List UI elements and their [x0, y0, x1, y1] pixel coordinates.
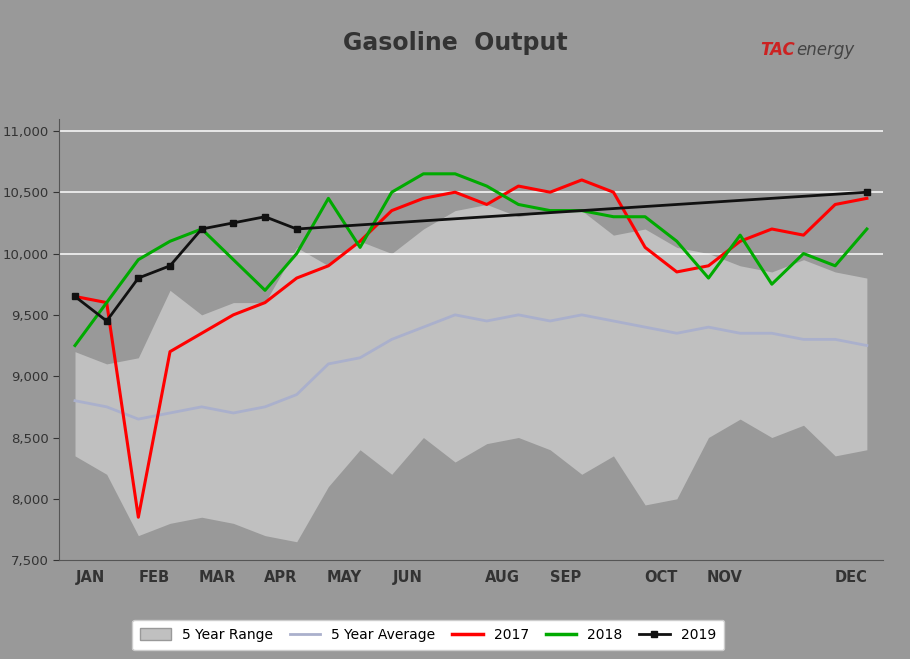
Text: TAC: TAC	[760, 41, 794, 59]
Text: Gasoline  Output: Gasoline Output	[343, 31, 567, 55]
Legend: 5 Year Range, 5 Year Average, 2017, 2018, 2019: 5 Year Range, 5 Year Average, 2017, 2018…	[132, 619, 724, 650]
Text: energy: energy	[796, 41, 854, 59]
